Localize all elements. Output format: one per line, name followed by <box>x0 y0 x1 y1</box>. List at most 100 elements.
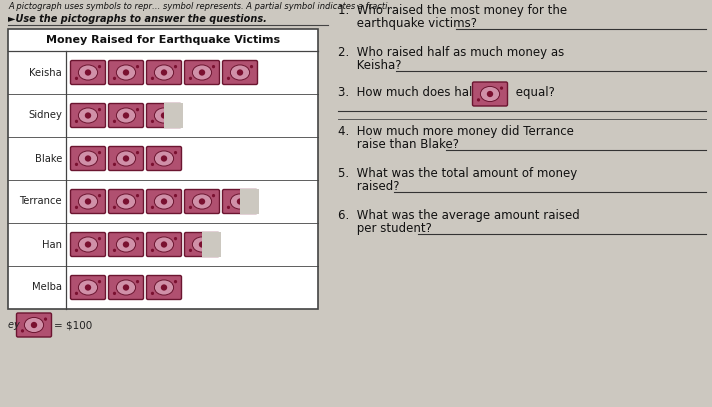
Ellipse shape <box>98 237 101 240</box>
Ellipse shape <box>155 237 174 252</box>
Ellipse shape <box>44 317 47 321</box>
Ellipse shape <box>174 237 177 240</box>
Ellipse shape <box>155 108 174 123</box>
Text: Sidney: Sidney <box>28 110 62 120</box>
Ellipse shape <box>477 98 480 102</box>
Ellipse shape <box>116 194 135 209</box>
FancyBboxPatch shape <box>108 190 144 214</box>
Ellipse shape <box>192 194 211 209</box>
Ellipse shape <box>78 108 98 123</box>
Text: 1.  Who raised the most money for the: 1. Who raised the most money for the <box>338 4 567 17</box>
FancyBboxPatch shape <box>222 190 258 214</box>
Ellipse shape <box>98 194 101 197</box>
Ellipse shape <box>151 120 154 123</box>
Ellipse shape <box>78 151 98 166</box>
Ellipse shape <box>85 112 91 119</box>
Ellipse shape <box>155 194 174 209</box>
Text: = $100: = $100 <box>54 320 93 330</box>
Ellipse shape <box>113 120 116 123</box>
Text: Blake: Blake <box>35 153 62 164</box>
Ellipse shape <box>21 329 24 333</box>
Ellipse shape <box>192 65 211 80</box>
Text: ey: ey <box>8 320 23 330</box>
Ellipse shape <box>122 69 129 76</box>
Ellipse shape <box>75 292 78 295</box>
Ellipse shape <box>116 65 135 80</box>
FancyBboxPatch shape <box>16 313 51 337</box>
FancyBboxPatch shape <box>70 147 105 171</box>
FancyBboxPatch shape <box>70 61 105 85</box>
Ellipse shape <box>189 77 192 80</box>
Ellipse shape <box>122 112 129 119</box>
FancyBboxPatch shape <box>147 147 182 171</box>
Text: Terrance: Terrance <box>19 197 62 206</box>
Ellipse shape <box>122 241 129 247</box>
Ellipse shape <box>78 280 98 295</box>
FancyBboxPatch shape <box>147 190 182 214</box>
Ellipse shape <box>85 198 91 205</box>
Ellipse shape <box>174 280 177 283</box>
Ellipse shape <box>161 69 167 76</box>
Ellipse shape <box>113 163 116 166</box>
Text: 3.  How much does half of: 3. How much does half of <box>338 86 491 99</box>
Ellipse shape <box>113 292 116 295</box>
Text: Keisha?: Keisha? <box>338 59 402 72</box>
Ellipse shape <box>113 249 116 252</box>
Ellipse shape <box>116 280 135 295</box>
Ellipse shape <box>151 206 154 209</box>
Ellipse shape <box>250 194 253 197</box>
Bar <box>202 232 221 257</box>
FancyBboxPatch shape <box>108 276 144 300</box>
Ellipse shape <box>174 108 177 111</box>
Ellipse shape <box>151 77 154 80</box>
Ellipse shape <box>85 241 91 247</box>
Ellipse shape <box>155 280 174 295</box>
Text: Money Raised for Earthquake Victims: Money Raised for Earthquake Victims <box>46 35 280 45</box>
FancyBboxPatch shape <box>147 103 182 127</box>
Ellipse shape <box>116 237 135 252</box>
Text: equal?: equal? <box>512 86 555 99</box>
FancyBboxPatch shape <box>147 276 182 300</box>
Text: earthquake victims?: earthquake victims? <box>338 17 477 30</box>
Ellipse shape <box>136 151 139 154</box>
Text: Keisha: Keisha <box>29 68 62 77</box>
Ellipse shape <box>136 280 139 283</box>
Ellipse shape <box>136 108 139 111</box>
Ellipse shape <box>75 77 78 80</box>
Ellipse shape <box>227 206 230 209</box>
Ellipse shape <box>250 65 253 68</box>
Ellipse shape <box>31 322 37 328</box>
Ellipse shape <box>78 194 98 209</box>
Ellipse shape <box>212 65 215 68</box>
FancyBboxPatch shape <box>70 190 105 214</box>
Ellipse shape <box>500 86 503 90</box>
Ellipse shape <box>174 151 177 154</box>
Ellipse shape <box>481 86 500 102</box>
FancyBboxPatch shape <box>184 61 219 85</box>
FancyBboxPatch shape <box>147 232 182 256</box>
Ellipse shape <box>85 69 91 76</box>
Bar <box>240 189 259 214</box>
Ellipse shape <box>113 77 116 80</box>
Text: 5.  What was the total amount of money: 5. What was the total amount of money <box>338 167 577 180</box>
Ellipse shape <box>136 237 139 240</box>
Ellipse shape <box>161 112 167 119</box>
Text: Melba: Melba <box>32 282 62 293</box>
Bar <box>8 29 318 309</box>
FancyBboxPatch shape <box>473 82 508 106</box>
Ellipse shape <box>227 77 230 80</box>
FancyBboxPatch shape <box>70 103 105 127</box>
FancyBboxPatch shape <box>184 190 219 214</box>
Bar <box>164 103 183 128</box>
FancyBboxPatch shape <box>108 147 144 171</box>
Ellipse shape <box>174 65 177 68</box>
Ellipse shape <box>212 194 215 197</box>
Text: 6.  What was the average amount raised: 6. What was the average amount raised <box>338 209 580 222</box>
Ellipse shape <box>199 69 205 76</box>
FancyBboxPatch shape <box>108 61 144 85</box>
FancyBboxPatch shape <box>108 103 144 127</box>
Ellipse shape <box>237 198 244 205</box>
Ellipse shape <box>155 65 174 80</box>
Ellipse shape <box>199 241 205 247</box>
Ellipse shape <box>75 120 78 123</box>
